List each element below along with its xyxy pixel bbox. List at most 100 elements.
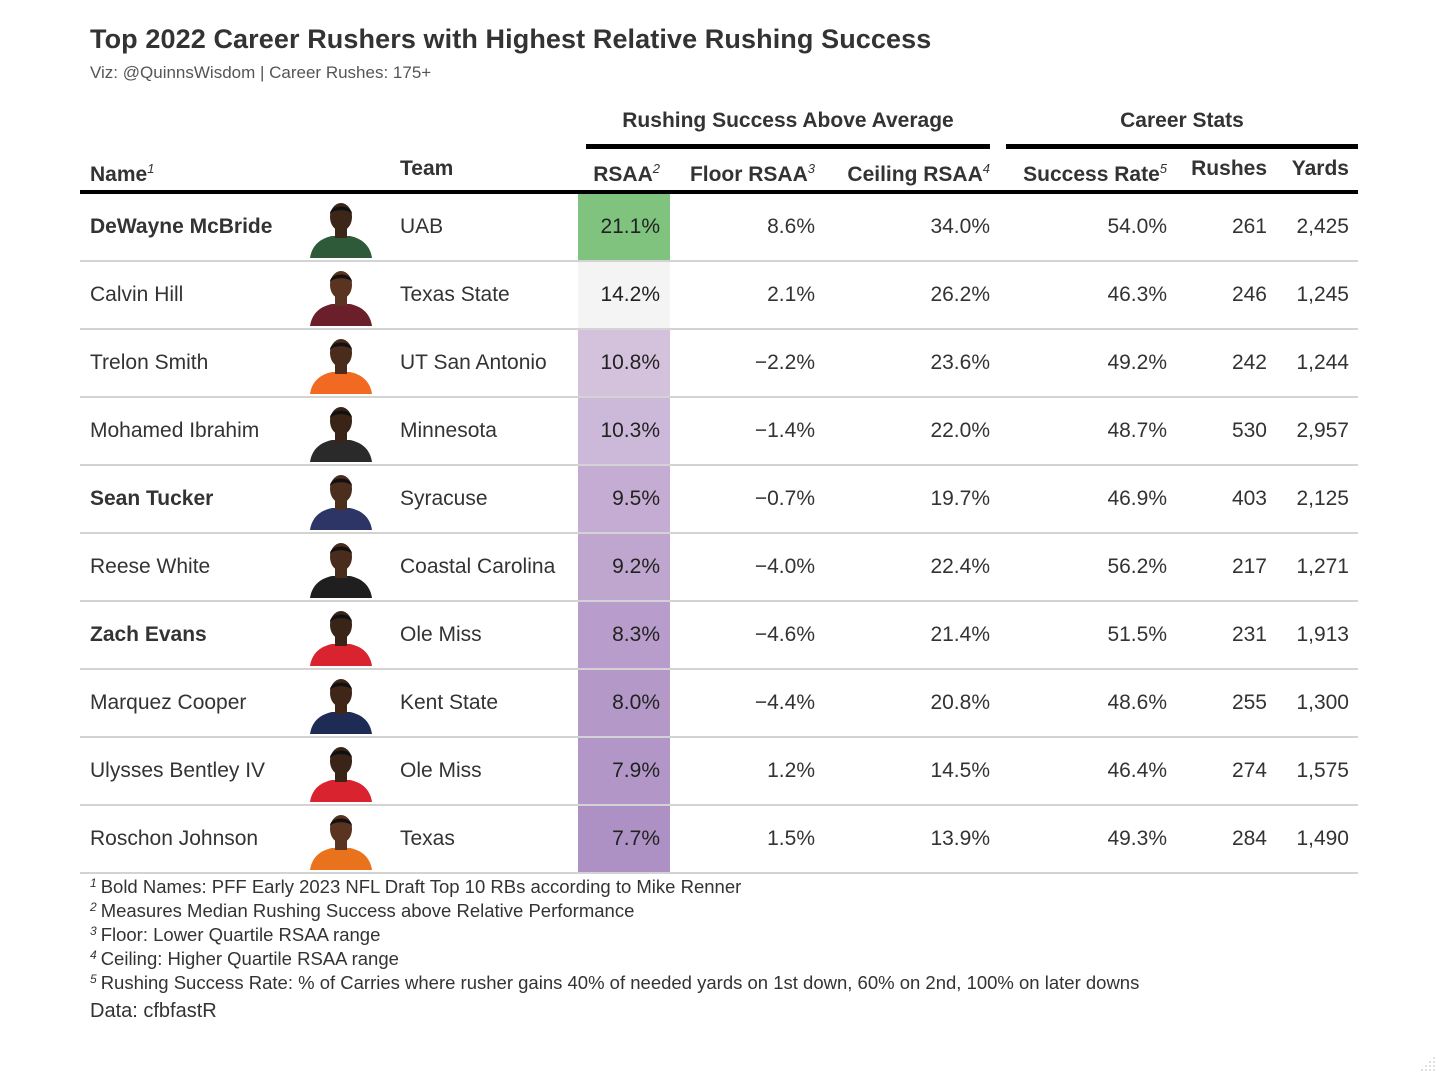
footnote-mark: 4: [90, 948, 97, 962]
ceiling-rsaa-value: 19.7%: [930, 487, 990, 510]
row-divider: [80, 736, 1358, 738]
ceiling-rsaa-value: 13.9%: [930, 827, 990, 850]
footnote-mark: 1: [147, 161, 155, 176]
yards-value: 1,244: [1296, 351, 1349, 374]
yards-value: 1,913: [1296, 623, 1349, 646]
rsaa-heat-cell: [578, 398, 670, 466]
success-rate-value: 48.6%: [1107, 691, 1167, 714]
rushes-value: 530: [1231, 419, 1267, 442]
rushes-value: 217: [1231, 555, 1267, 578]
ceiling-rsaa-value: 22.0%: [930, 419, 990, 442]
rsaa-heat-cell: [578, 806, 670, 874]
header-name: Name1: [90, 154, 155, 186]
yards-value: 2,425: [1296, 215, 1349, 238]
floor-rsaa-value: −2.2%: [754, 351, 815, 374]
rsaa-heat-cell: [578, 670, 670, 738]
header-success-rate: Success Rate5: [990, 154, 1167, 186]
header-yards: Yards: [1291, 157, 1349, 180]
team-name: Kent State: [400, 691, 499, 714]
player-headshot-icon: [310, 543, 372, 598]
yards-value: 2,125: [1296, 487, 1349, 510]
player-name: Sean Tucker: [90, 487, 214, 510]
success-rate-value: 46.3%: [1107, 283, 1167, 306]
rsaa-value: 10.8%: [600, 351, 660, 374]
resize-grip-icon[interactable]: [1414, 1050, 1436, 1072]
yards-value: 1,271: [1296, 555, 1349, 578]
rsaa-value: 10.3%: [600, 419, 660, 442]
footnote-text: Floor: Lower Quartile RSAA range: [100, 924, 381, 945]
player-name: Zach Evans: [90, 623, 207, 646]
rsaa-value: 7.7%: [612, 827, 660, 850]
table-row: Marquez Cooper Kent State 8.0% −4.4% 20.8% 48…: [80, 670, 1358, 738]
yards-value: 1,300: [1296, 691, 1349, 714]
row-divider: [80, 872, 1358, 874]
rushes-value: 255: [1231, 691, 1267, 714]
rsaa-heat-cell: [578, 738, 670, 806]
header-ceiling-label: Ceiling RSAA: [847, 163, 983, 186]
table-row: Trelon Smith UT San Antonio 10.8% −2.2% 23.6…: [80, 330, 1358, 398]
rsaa-value: 9.2%: [612, 555, 660, 578]
table-row: Ulysses Bentley IV Ole Miss 7.9% 1.2% 14.5% 4…: [80, 738, 1358, 806]
table-row: Calvin Hill Texas State 14.2% 2.1% 26.2% 46.3…: [80, 262, 1358, 330]
ceiling-rsaa-value: 26.2%: [930, 283, 990, 306]
rsaa-value: 7.9%: [612, 759, 660, 782]
chart-title: Top 2022 Career Rushers with Highest Rel…: [90, 24, 932, 54]
floor-rsaa-value: −4.6%: [754, 623, 815, 646]
success-rate-value: 46.4%: [1107, 759, 1167, 782]
header-rushes: Rushes: [1191, 157, 1267, 180]
yards-value: 2,957: [1296, 419, 1349, 442]
team-name: Ole Miss: [400, 759, 482, 782]
ceiling-rsaa-value: 23.6%: [930, 351, 990, 374]
success-rate-value: 54.0%: [1107, 215, 1167, 238]
floor-rsaa-value: −4.0%: [754, 555, 815, 578]
row-divider: [80, 396, 1358, 398]
floor-rsaa-value: −0.7%: [754, 487, 815, 510]
team-name: Coastal Carolina: [400, 555, 556, 578]
player-headshot-icon: [310, 339, 372, 394]
player-name: Roschon Johnson: [90, 827, 259, 850]
row-divider: [80, 804, 1358, 806]
floor-rsaa-value: 8.6%: [767, 215, 815, 238]
footnote-mark: 5: [90, 972, 97, 986]
footnote-text: Ceiling: Higher Quartile RSAA range: [100, 948, 399, 969]
rsaa-heat-cell: [578, 330, 670, 398]
row-divider: [80, 464, 1358, 466]
footnote-text: Measures Median Rushing Success above Re…: [100, 900, 635, 921]
header-floor-rsaa: Floor RSAA3: [660, 154, 815, 186]
rsaa-value: 9.5%: [612, 487, 660, 510]
row-divider: [80, 532, 1358, 534]
ceiling-rsaa-value: 21.4%: [930, 623, 990, 646]
footnote: 5 Rushing Success Rate: % of Carries wher…: [90, 972, 1139, 994]
player-name: Marquez Cooper: [90, 691, 247, 714]
table-row: Roschon Johnson Texas 7.7% 1.5% 13.9% 49.3% 28…: [80, 806, 1358, 874]
player-headshot-icon: [310, 407, 372, 462]
success-rate-value: 56.2%: [1107, 555, 1167, 578]
footnote-mark: 2: [652, 161, 660, 176]
header-team: Team: [400, 157, 454, 180]
ceiling-rsaa-value: 34.0%: [930, 215, 990, 238]
footnote-mark: 5: [1159, 161, 1167, 176]
ceiling-rsaa-value: 20.8%: [930, 691, 990, 714]
player-name: Calvin Hill: [90, 283, 184, 306]
footnote-mark: 4: [982, 161, 990, 176]
team-name: Syracuse: [400, 487, 488, 510]
rsaa-value: 14.2%: [600, 283, 660, 306]
row-divider: [80, 668, 1358, 670]
spanner-career-stats: Career Stats: [1006, 108, 1358, 149]
spanner-rsaa: Rushing Success Above Average: [586, 108, 990, 149]
player-headshot-icon: [310, 475, 372, 530]
success-rate-value: 48.7%: [1107, 419, 1167, 442]
player-name: Reese White: [90, 555, 211, 578]
footnote: 4 Ceiling: Higher Quartile RSAA range: [90, 948, 399, 970]
rsaa-value: 21.1%: [600, 215, 660, 238]
header-success-label: Success Rate: [1023, 163, 1160, 186]
footnote: 2 Measures Median Rushing Success above R…: [90, 900, 634, 922]
footnote-text: Bold Names: PFF Early 2023 NFL Draft Top…: [100, 876, 742, 897]
footnote-mark: 2: [90, 900, 97, 914]
rsaa-value: 8.3%: [612, 623, 660, 646]
rushes-value: 231: [1231, 623, 1267, 646]
header-name-label: Name: [90, 163, 148, 186]
rsaa-value: 8.0%: [612, 691, 660, 714]
player-name: Mohamed Ibrahim: [90, 419, 260, 442]
team-name: UAB: [400, 215, 444, 238]
